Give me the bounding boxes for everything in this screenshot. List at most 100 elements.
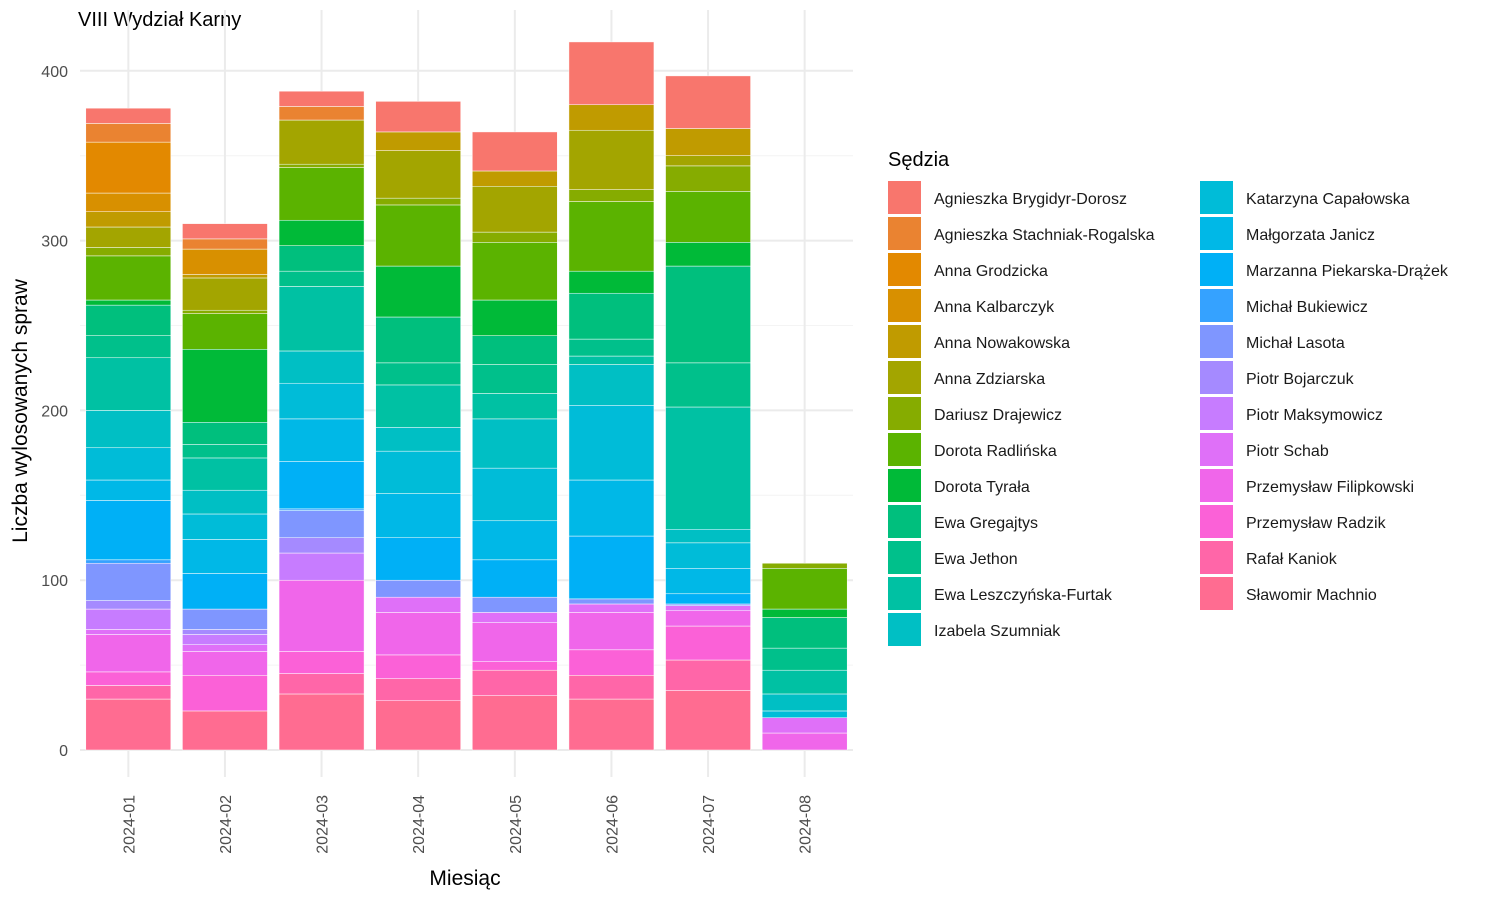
legend-label: Michał Bukiewicz bbox=[1246, 299, 1368, 316]
legend-swatch bbox=[1200, 505, 1233, 538]
x-tick-label: 2024-05 bbox=[508, 795, 525, 854]
bar-segment bbox=[665, 75, 751, 129]
bar-segment bbox=[472, 520, 558, 561]
bar-segment bbox=[665, 542, 751, 569]
x-tick-label: 2024-01 bbox=[121, 795, 138, 854]
bar-segment bbox=[85, 226, 172, 248]
legend-label: Małgorzata Janicz bbox=[1246, 227, 1375, 244]
bar-segment bbox=[375, 579, 461, 598]
bar-segment bbox=[472, 231, 558, 243]
bar-segment bbox=[568, 201, 655, 272]
legend-swatch bbox=[1200, 541, 1233, 574]
bar-segment bbox=[665, 603, 751, 606]
legend-label: Ewa Jethon bbox=[934, 551, 1018, 568]
bar-segment bbox=[278, 418, 365, 462]
x-tick-label: 2024-03 bbox=[315, 795, 332, 854]
bar-segment bbox=[85, 479, 172, 501]
bar-segment bbox=[665, 242, 751, 267]
bar-segment bbox=[472, 335, 558, 365]
x-tick-label: 2024-06 bbox=[604, 795, 621, 854]
bar-segment bbox=[278, 537, 365, 554]
legend-label: Przemysław Radzik bbox=[1246, 515, 1387, 532]
bar-segment bbox=[375, 678, 461, 701]
bar-segment bbox=[568, 675, 655, 700]
bar-segment bbox=[278, 552, 365, 581]
bar-segment bbox=[85, 299, 172, 306]
bar-segment bbox=[568, 104, 655, 131]
bar-segment bbox=[85, 671, 172, 686]
legend-swatch bbox=[888, 217, 921, 250]
x-tick-label: 2024-08 bbox=[798, 795, 815, 854]
legend-label: Dariusz Drajewicz bbox=[934, 407, 1062, 424]
bar-segment bbox=[665, 690, 751, 751]
bar-segment bbox=[375, 362, 461, 386]
bar-segment bbox=[375, 450, 461, 494]
bars-layer bbox=[85, 41, 848, 751]
bar-segment bbox=[278, 382, 365, 420]
bar-segment bbox=[568, 355, 655, 365]
bar-segment bbox=[85, 562, 172, 601]
bar-segment bbox=[761, 710, 848, 718]
legend-swatch bbox=[1200, 289, 1233, 322]
legend-label: Anna Kalbarczyk bbox=[934, 299, 1055, 316]
bar-segment bbox=[85, 500, 172, 561]
legend-swatch bbox=[888, 469, 921, 502]
bar-segment bbox=[472, 661, 558, 671]
bar-segment bbox=[278, 510, 365, 538]
bar-segment bbox=[375, 427, 461, 452]
legend: Agnieszka Brygidyr-Dorosz Agnieszka Stach… bbox=[888, 181, 1449, 646]
bar-segment bbox=[568, 698, 655, 751]
bar-segment bbox=[761, 732, 848, 751]
legend-swatch bbox=[888, 253, 921, 286]
bar-segment bbox=[182, 277, 268, 311]
bar-segment bbox=[375, 537, 461, 581]
bar-segment bbox=[375, 596, 461, 613]
bar-segment bbox=[472, 669, 558, 696]
bar-segment bbox=[85, 357, 172, 411]
bar-segment bbox=[761, 669, 848, 695]
bar-segment bbox=[85, 247, 172, 257]
bar-segment bbox=[375, 493, 461, 539]
legend-label: Piotr Maksymowicz bbox=[1246, 407, 1383, 424]
y-tick-label: 0 bbox=[59, 743, 68, 760]
legend-title: Sędzia bbox=[888, 149, 950, 171]
bar-segment bbox=[761, 647, 848, 671]
legend-swatch bbox=[888, 397, 921, 430]
bar-segment bbox=[278, 167, 365, 221]
bar-segment bbox=[85, 141, 172, 194]
y-tick-label: 100 bbox=[41, 573, 68, 590]
legend-label: Izabela Szumniak bbox=[934, 623, 1061, 640]
legend-swatch bbox=[1200, 325, 1233, 358]
legend-swatch bbox=[888, 361, 921, 394]
legend-label: Dorota Radlińska bbox=[934, 443, 1057, 460]
bar-segment bbox=[182, 513, 268, 540]
bar-segment bbox=[375, 101, 461, 133]
bar-segment bbox=[472, 418, 558, 469]
bar-segment bbox=[278, 461, 365, 510]
bar-segment bbox=[665, 362, 751, 408]
bar-segment bbox=[665, 610, 751, 627]
bar-segment bbox=[472, 242, 558, 301]
bar-segment bbox=[278, 508, 365, 511]
bar-segment bbox=[761, 693, 848, 712]
legend-label: Anna Nowakowska bbox=[934, 335, 1070, 352]
bar-segment bbox=[182, 710, 268, 751]
bar-segment bbox=[182, 309, 268, 314]
legend-label: Agnieszka Brygidyr-Dorosz bbox=[934, 191, 1127, 208]
legend-swatch bbox=[888, 289, 921, 322]
legend-label: Anna Zdziarska bbox=[934, 371, 1045, 388]
y-tick-label: 200 bbox=[41, 403, 68, 420]
x-tick-label: 2024-07 bbox=[701, 795, 718, 854]
bar-segment bbox=[665, 529, 751, 544]
legend-label: Sławomir Machnio bbox=[1246, 587, 1377, 604]
y-tick-label: 300 bbox=[41, 234, 68, 251]
bar-segment bbox=[665, 659, 751, 691]
legend-label: Marzanna Piekarska-Drążek bbox=[1246, 263, 1449, 280]
bar-segment bbox=[472, 131, 558, 172]
bar-segment bbox=[182, 457, 268, 491]
bar-segment bbox=[568, 535, 655, 600]
bar-segment bbox=[182, 634, 268, 645]
legend-label: Michał Lasota bbox=[1246, 335, 1345, 352]
